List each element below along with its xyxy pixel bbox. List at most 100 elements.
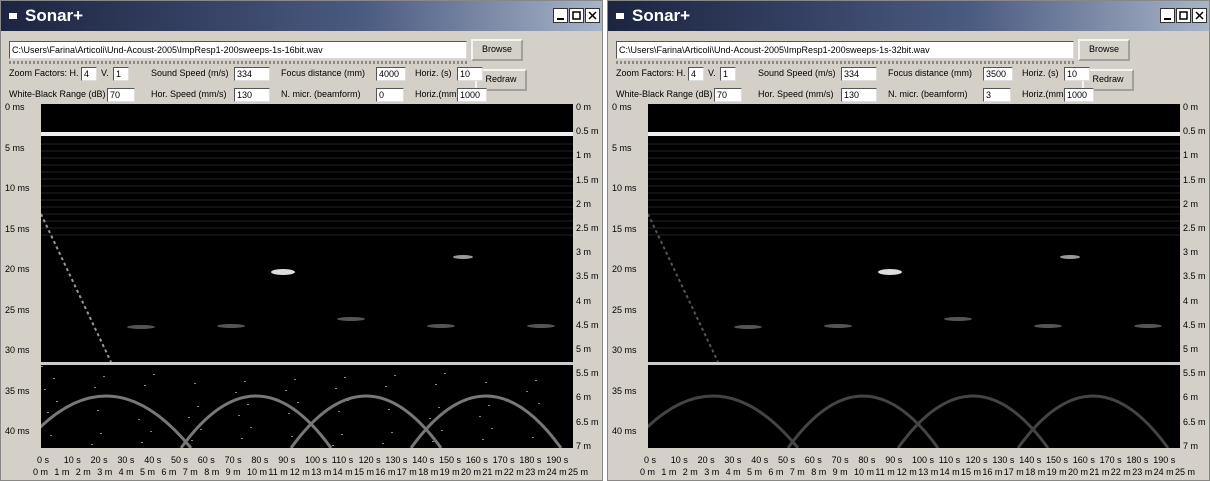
param-field[interactable]: 130 — [234, 88, 270, 102]
time-label: 30 ms — [612, 345, 637, 355]
bottom-echo — [648, 362, 1180, 365]
noise-speck — [150, 431, 152, 432]
param-field[interactable]: 1000 — [457, 88, 487, 102]
minimize-button[interactable] — [1160, 8, 1175, 23]
bottom-distance-label: 4 m — [119, 467, 134, 477]
depth-label: 3 m — [1183, 247, 1198, 257]
bottom-time-label: 190 s — [1153, 455, 1175, 465]
file-path-field[interactable]: C:\Users\Farina\Articoli\Und-Acoust-2005… — [616, 41, 1074, 59]
bottom-distance-label: 16 m — [982, 467, 1002, 477]
depth-label: 1 m — [576, 150, 591, 160]
target-echo — [824, 324, 852, 328]
noise-speck — [241, 438, 243, 439]
param-field[interactable]: 334 — [234, 67, 270, 81]
close-button[interactable] — [1192, 8, 1207, 23]
close-button[interactable] — [585, 8, 600, 23]
depth-label: 4 m — [576, 296, 591, 306]
time-label: 5 ms — [612, 143, 632, 153]
bottom-time-label: 20 s — [91, 455, 108, 465]
minimize-button[interactable] — [553, 8, 568, 23]
bottom-distance-label: 15 m — [354, 467, 374, 477]
maximize-button[interactable] — [569, 8, 584, 23]
time-label: 35 ms — [5, 386, 30, 396]
time-label: 0 ms — [5, 102, 25, 112]
screen: Sonar+ C:\Users\Farina\Articoli\Und-Acous… — [0, 0, 1210, 481]
noise-speck — [432, 441, 434, 442]
bottom-time-label: 30 s — [117, 455, 134, 465]
param-label: Horiz.(mm) — [415, 89, 460, 99]
maximize-button[interactable] — [1176, 8, 1191, 23]
param-label: Horiz. (s) — [1022, 68, 1059, 78]
minimize-icon — [554, 9, 567, 22]
depth-label: 2 m — [1183, 199, 1198, 209]
param-field[interactable]: 4000 — [376, 67, 406, 81]
depth-label: 6 m — [576, 392, 591, 402]
depth-label: 0 m — [576, 102, 591, 112]
noise-speck — [247, 404, 249, 405]
bottom-distance-label: 0 m — [33, 467, 48, 477]
app-icon — [9, 13, 17, 19]
noise-speck — [382, 443, 384, 444]
depth-label: 3 m — [576, 247, 591, 257]
param-field[interactable]: 1000 — [1064, 88, 1094, 102]
time-label: 10 ms — [5, 183, 30, 193]
bottom-time-label: 40 s — [751, 455, 768, 465]
bottom-time-label: 70 s — [832, 455, 849, 465]
param-field[interactable]: 10 — [457, 67, 483, 81]
param-field[interactable]: 10 — [1064, 67, 1090, 81]
depth-label: 6 m — [1183, 392, 1198, 402]
param-field[interactable]: 4 — [688, 67, 704, 81]
maximize-icon — [1177, 9, 1190, 22]
param-field[interactable]: 3500 — [983, 67, 1013, 81]
noise-speck — [294, 379, 296, 380]
bottom-time-label: 70 s — [225, 455, 242, 465]
bottom-time-label: 170 s — [1100, 455, 1122, 465]
noise-speck — [94, 387, 96, 388]
param-label: Zoom Factors: H. — [616, 68, 686, 78]
noise-speck — [341, 434, 343, 435]
bottom-distance-label: 16 m — [375, 467, 395, 477]
param-label: Hor. Speed (mm/s) — [151, 89, 227, 99]
noise-speck — [297, 402, 299, 403]
bottom-distance-label: 2 m — [683, 467, 698, 477]
noise-speck — [250, 427, 252, 428]
bottom-time-label: 180 s — [1126, 455, 1148, 465]
depth-label: 5.5 m — [1183, 368, 1206, 378]
param-field[interactable]: 70 — [107, 88, 135, 102]
title-bar: Sonar+ — [608, 1, 1209, 31]
param-field[interactable]: 70 — [714, 88, 742, 102]
depth-label: 2.5 m — [576, 223, 599, 233]
browse-button[interactable]: Browse — [1078, 39, 1130, 61]
param-field[interactable]: 0 — [376, 88, 404, 102]
noise-speck — [191, 440, 193, 441]
depth-label: 0 m — [1183, 102, 1198, 112]
noise-speck — [141, 442, 143, 443]
param-field[interactable]: 3 — [983, 88, 1011, 102]
browse-button[interactable]: Browse — [471, 39, 523, 61]
noise-speck — [188, 417, 190, 418]
noise-speck — [429, 418, 431, 419]
bottom-distance-label: 12 m — [290, 467, 310, 477]
time-label: 20 ms — [612, 264, 637, 274]
bottom-distance-label: 23 m — [525, 467, 545, 477]
file-path-field[interactable]: C:\Users\Farina\Articoli\Und-Acoust-2005… — [9, 41, 467, 59]
bottom-time-label: 90 s — [278, 455, 295, 465]
target-echo — [1060, 255, 1080, 259]
noise-speck — [332, 445, 334, 446]
surface-echo — [648, 132, 1180, 136]
param-label: Sound Speed (m/s) — [151, 68, 229, 78]
depth-label: 6.5 m — [576, 417, 599, 427]
param-field[interactable]: 1 — [113, 67, 129, 81]
bottom-time-label: 20 s — [698, 455, 715, 465]
param-field[interactable]: 334 — [841, 67, 877, 81]
param-field[interactable]: 4 — [81, 67, 97, 81]
depth-label: 4 m — [1183, 296, 1198, 306]
noise-speck — [338, 411, 340, 412]
bottom-distance-label: 20 m — [1068, 467, 1088, 477]
param-field[interactable]: 130 — [841, 88, 877, 102]
bottom-distance-label: 7 m — [183, 467, 198, 477]
param-label: V. — [708, 68, 716, 78]
bottom-distance-label: 6 m — [161, 467, 176, 477]
param-field[interactable]: 1 — [720, 67, 736, 81]
bottom-distance-label: 13 m — [918, 467, 938, 477]
